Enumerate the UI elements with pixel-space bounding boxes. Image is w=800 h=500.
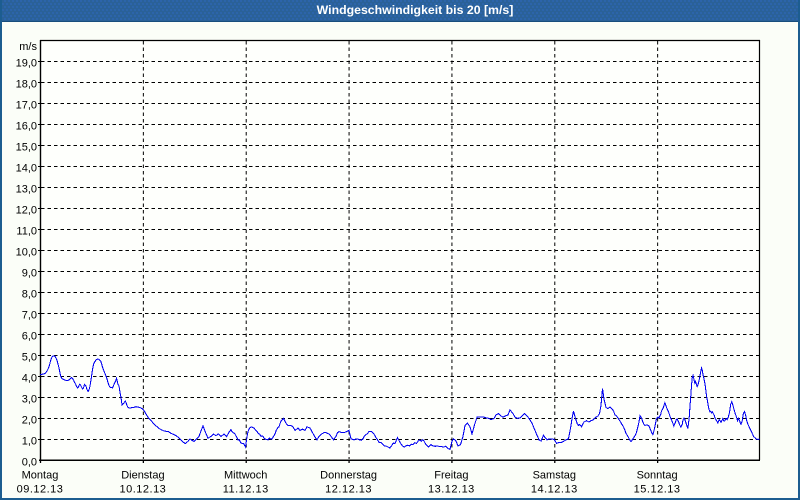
svg-text:3,0: 3,0: [22, 394, 37, 406]
svg-text:12,0: 12,0: [16, 205, 37, 217]
svg-text:5,0: 5,0: [22, 352, 37, 364]
svg-text:Dienstag: Dienstag: [121, 470, 164, 482]
svg-text:14.12.13: 14.12.13: [531, 484, 578, 496]
svg-text:Mittwoch: Mittwoch: [224, 470, 267, 482]
svg-text:2,0: 2,0: [22, 415, 37, 427]
svg-text:4,0: 4,0: [22, 373, 37, 385]
svg-text:11.12.13: 11.12.13: [223, 484, 269, 496]
svg-text:11,0: 11,0: [16, 226, 37, 238]
svg-text:9,0: 9,0: [22, 268, 37, 280]
svg-text:Samstag: Samstag: [533, 470, 576, 482]
svg-text:13,0: 13,0: [16, 184, 37, 196]
svg-text:Sonntag: Sonntag: [637, 470, 678, 482]
svg-text:1,0: 1,0: [22, 436, 37, 448]
svg-text:Freitag: Freitag: [434, 470, 468, 482]
svg-text:19,0: 19,0: [16, 58, 37, 70]
svg-text:0,0: 0,0: [22, 457, 37, 469]
svg-text:m/s: m/s: [19, 41, 37, 53]
svg-text:15.12.13: 15.12.13: [634, 484, 681, 496]
svg-text:Montag: Montag: [22, 470, 59, 482]
svg-text:10.12.13: 10.12.13: [119, 484, 166, 496]
svg-text:10,0: 10,0: [16, 247, 37, 259]
svg-text:6,0: 6,0: [22, 331, 37, 343]
svg-text:Donnerstag: Donnerstag: [320, 470, 377, 482]
svg-text:17,0: 17,0: [16, 100, 37, 112]
svg-text:13.12.13: 13.12.13: [428, 484, 475, 496]
svg-text:7,0: 7,0: [22, 310, 37, 322]
svg-text:12.12.13: 12.12.13: [325, 484, 372, 496]
svg-text:16,0: 16,0: [16, 121, 37, 133]
svg-text:15,0: 15,0: [16, 142, 37, 154]
svg-text:18,0: 18,0: [16, 79, 37, 91]
svg-text:14,0: 14,0: [16, 163, 37, 175]
svg-text:8,0: 8,0: [22, 289, 37, 301]
svg-text:09.12.13: 09.12.13: [17, 484, 64, 496]
